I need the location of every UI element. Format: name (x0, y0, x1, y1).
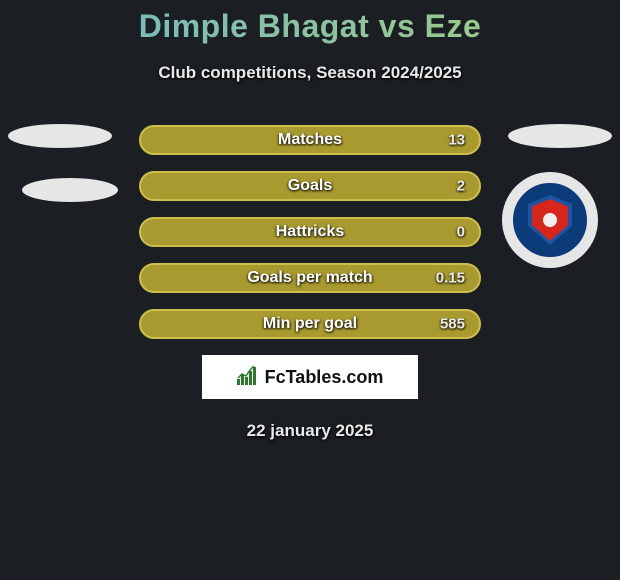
bars-icon (237, 365, 259, 390)
stat-value: 2 (457, 178, 465, 195)
page-title: Dimple Bhagat vs Eze (0, 8, 620, 45)
club-badge-shield-icon (528, 195, 572, 245)
brand-box: FcTables.com (202, 355, 418, 399)
stat-value: 0 (457, 224, 465, 241)
stat-row: Min per goal 585 (139, 309, 481, 339)
brand-label: FcTables.com (265, 367, 384, 388)
player-left-ellipse-1 (8, 124, 112, 148)
stat-value: 585 (440, 316, 465, 333)
stat-row: Goals per match 0.15 (139, 263, 481, 293)
club-badge (502, 172, 598, 268)
stats-list: Matches 13 Goals 2 Hattricks 0 Goals per… (139, 125, 481, 339)
subtitle: Club competitions, Season 2024/2025 (0, 63, 620, 83)
stat-value: 13 (448, 132, 465, 149)
stat-row: Hattricks 0 (139, 217, 481, 247)
club-badge-ring (510, 180, 590, 260)
stat-row: Goals 2 (139, 171, 481, 201)
date-label: 22 january 2025 (0, 421, 620, 441)
stat-label: Min per goal (263, 315, 357, 333)
player-left-ellipse-2 (22, 178, 118, 202)
stat-label: Hattricks (276, 223, 344, 241)
stat-label: Goals per match (247, 269, 372, 287)
player-right-ellipse (508, 124, 612, 148)
stat-label: Goals (288, 177, 332, 195)
ball-icon (543, 213, 557, 227)
stat-row: Matches 13 (139, 125, 481, 155)
stat-label: Matches (278, 131, 342, 149)
stat-value: 0.15 (436, 270, 465, 287)
comparison-card: Dimple Bhagat vs Eze Club competitions, … (0, 0, 620, 580)
